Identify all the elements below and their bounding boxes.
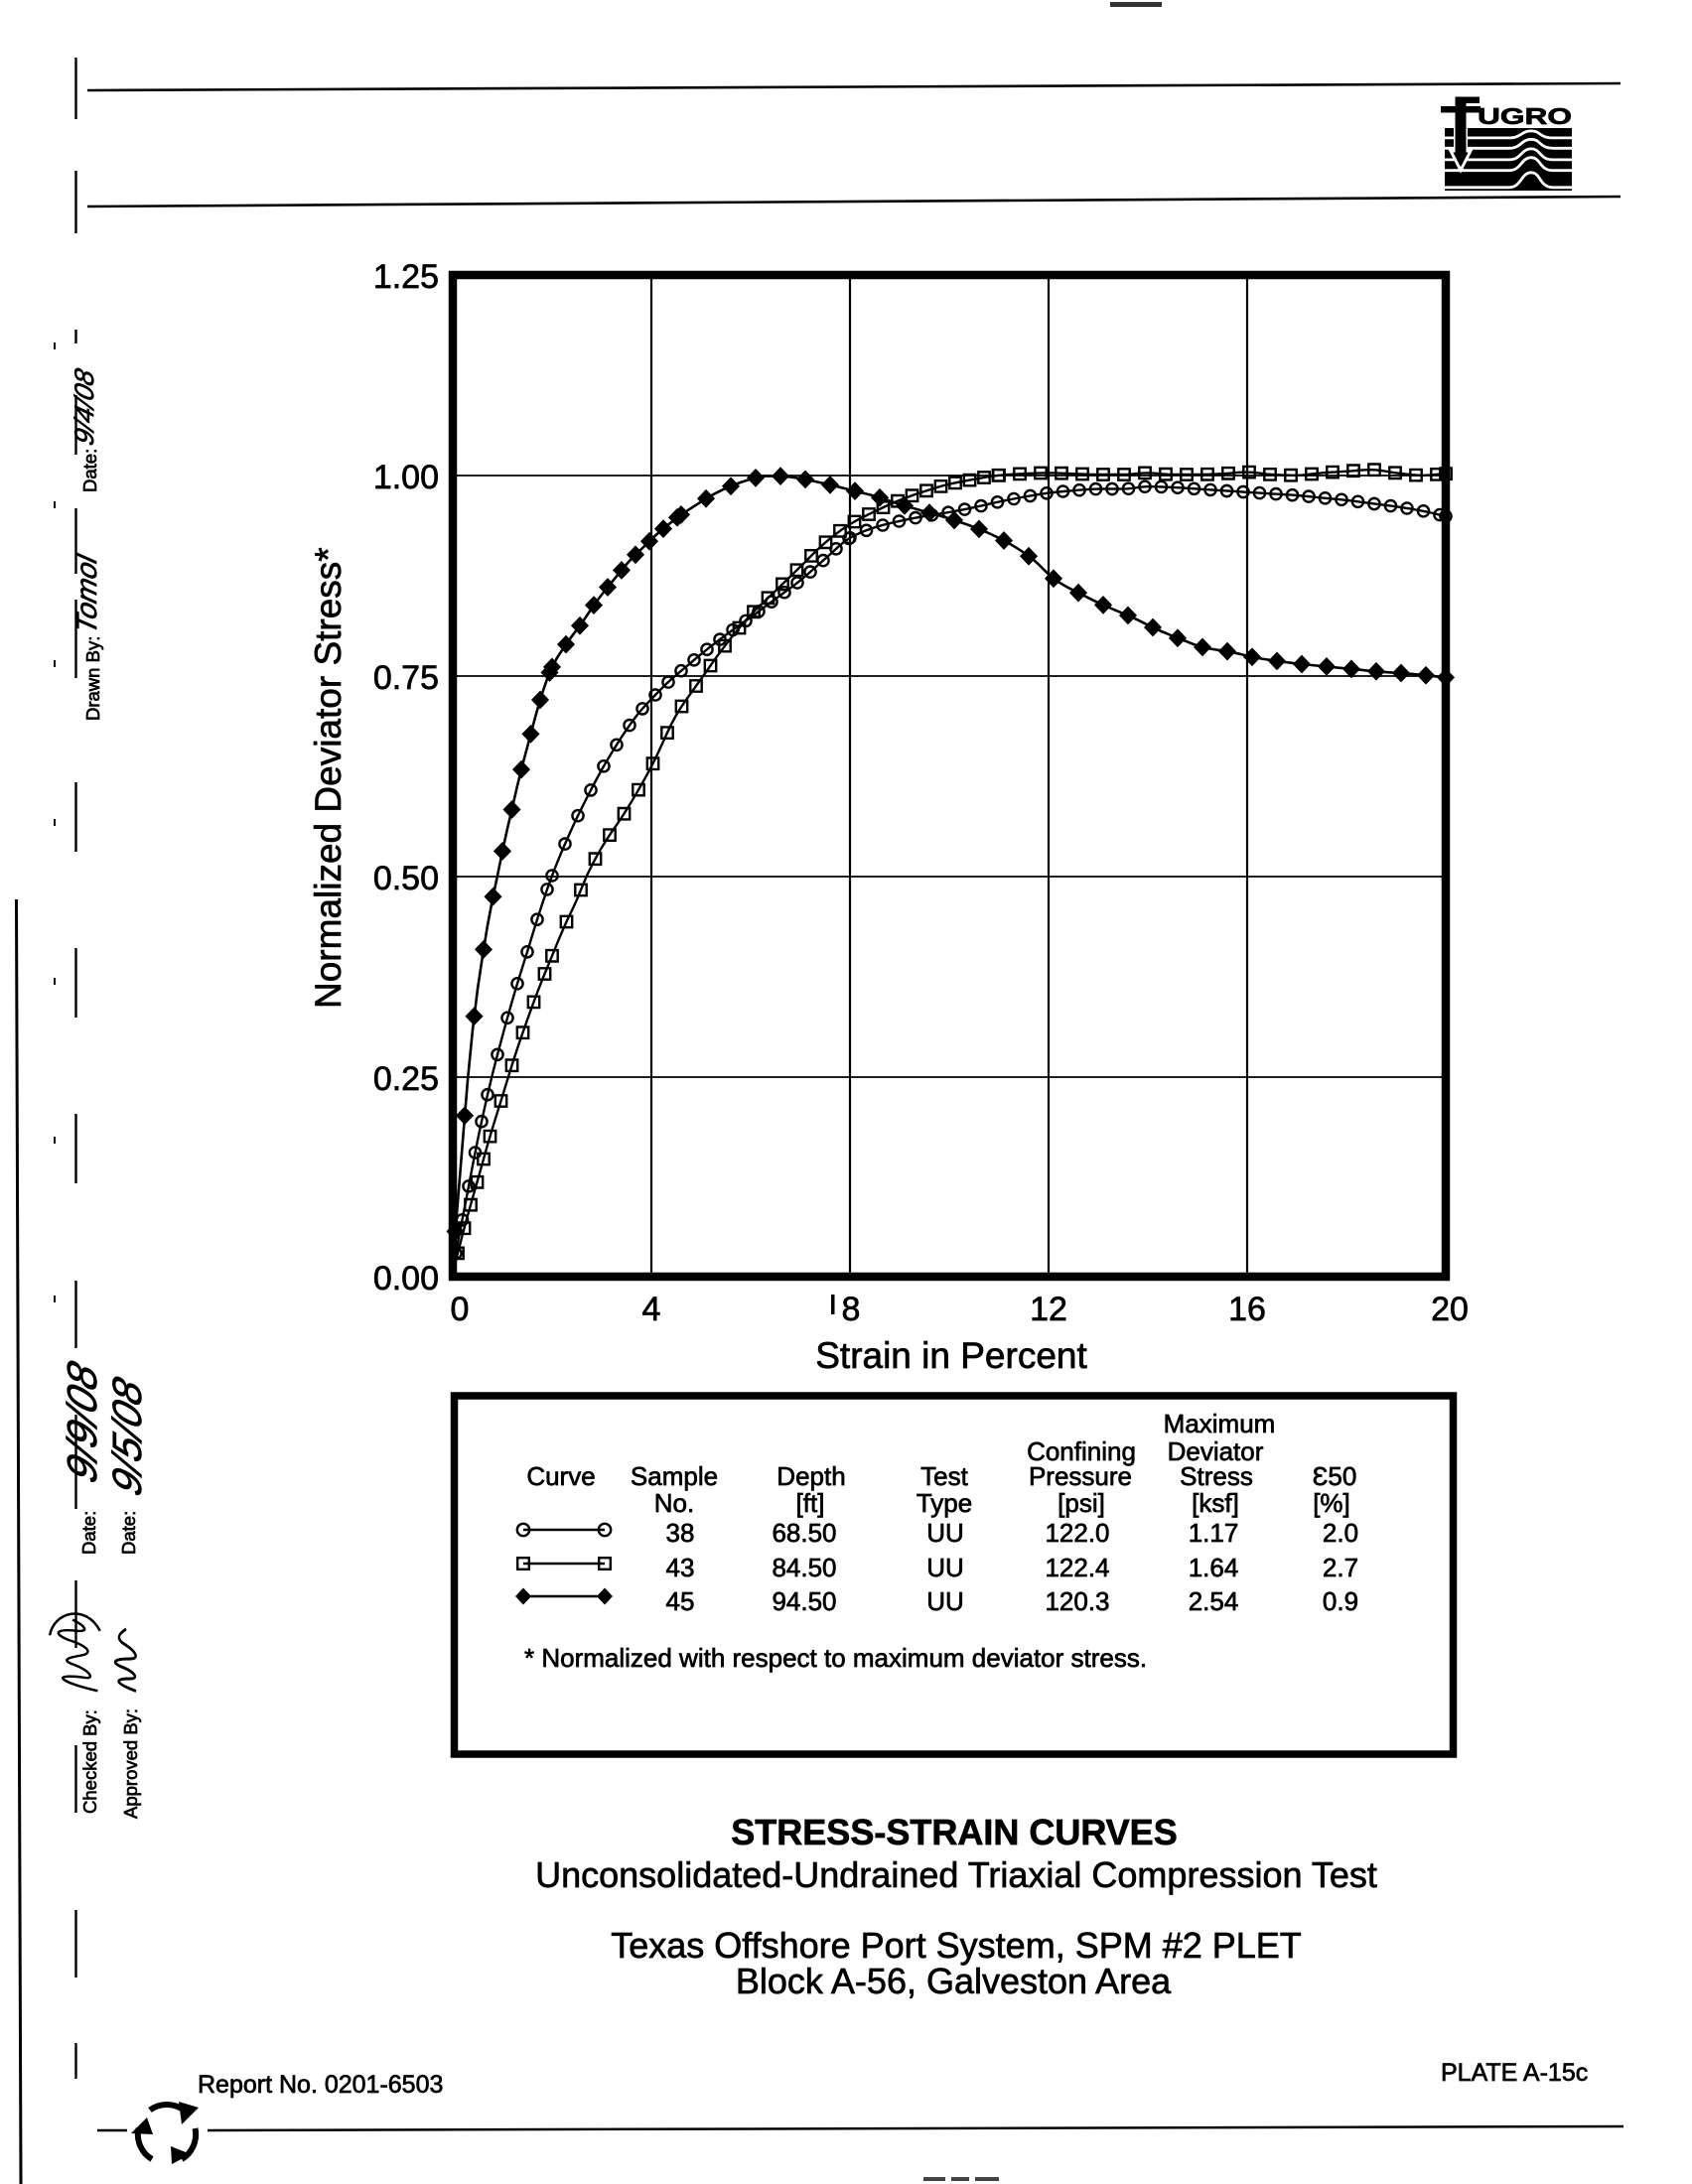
svg-text:1.00: 1.00 [373, 459, 439, 496]
svg-text:UU: UU [926, 1518, 964, 1548]
svg-text:4: 4 [642, 1291, 661, 1328]
svg-text:[ft]: [ft] [796, 1488, 825, 1518]
svg-text:2.0: 2.0 [1323, 1518, 1358, 1548]
svg-text:120.3: 120.3 [1045, 1586, 1109, 1616]
svg-text:8: 8 [842, 1291, 861, 1328]
svg-text:122.4: 122.4 [1045, 1553, 1109, 1582]
svg-text:Report No. 0201-6503: Report No. 0201-6503 [198, 2071, 443, 2099]
svg-text:2.54: 2.54 [1189, 1586, 1239, 1616]
svg-text:Confining: Confining [1027, 1436, 1136, 1466]
svg-text:12: 12 [1030, 1291, 1067, 1328]
svg-text:Test: Test [920, 1461, 968, 1491]
svg-text:Drawn By:: Drawn By: [82, 636, 103, 721]
svg-text:0.9: 0.9 [1323, 1586, 1358, 1616]
svg-text:Sample: Sample [631, 1461, 718, 1491]
svg-text:68.50: 68.50 [772, 1518, 836, 1548]
svg-text:122.0: 122.0 [1045, 1518, 1109, 1548]
svg-text:Strain in Percent: Strain in Percent [815, 1335, 1087, 1376]
svg-text:1.25: 1.25 [373, 258, 439, 296]
svg-text:Curve: Curve [526, 1461, 595, 1491]
svg-text:Date:: Date: [79, 449, 100, 492]
svg-text:1.64: 1.64 [1189, 1553, 1239, 1582]
svg-text:9/5/08: 9/5/08 [104, 1371, 150, 1501]
svg-text:STRESS-STRAIN CURVES: STRESS-STRAIN CURVES [731, 1812, 1177, 1852]
svg-text:16: 16 [1228, 1291, 1266, 1328]
svg-text:9/9/08: 9/9/08 [60, 1356, 105, 1489]
svg-text:84.50: 84.50 [772, 1553, 836, 1582]
svg-text:20: 20 [1431, 1291, 1469, 1328]
svg-text:94.50: 94.50 [772, 1586, 836, 1616]
svg-text:PLATE A-15c: PLATE A-15c [1441, 2059, 1588, 2087]
svg-text:Checked By:: Checked By: [79, 1709, 100, 1814]
svg-text:0.25: 0.25 [373, 1060, 439, 1098]
svg-text:[psi]: [psi] [1058, 1488, 1105, 1518]
svg-text:1.17: 1.17 [1189, 1518, 1239, 1548]
svg-text:Pressure: Pressure [1029, 1461, 1132, 1491]
svg-text:0.75: 0.75 [373, 659, 439, 697]
svg-text:Maximum: Maximum [1164, 1409, 1276, 1438]
svg-text:Unconsolidated-Undrained Triax: Unconsolidated-Undrained Triaxial Compre… [535, 1854, 1377, 1895]
svg-text:Deviator: Deviator [1168, 1436, 1264, 1466]
svg-text:Stress: Stress [1180, 1461, 1253, 1491]
svg-text:45: 45 [666, 1586, 695, 1616]
svg-text:Texas Offshore Port System, SP: Texas Offshore Port System, SPM #2 PLET [611, 1925, 1302, 1966]
svg-text:Type: Type [916, 1488, 972, 1518]
svg-text:Depth: Depth [776, 1461, 845, 1491]
svg-text:38: 38 [666, 1518, 695, 1548]
svg-text:[%]: [%] [1313, 1488, 1350, 1518]
svg-text:0: 0 [451, 1291, 470, 1328]
svg-text:Normalized Deviator Stress*: Normalized Deviator Stress* [308, 547, 349, 1009]
svg-text:2.7: 2.7 [1323, 1553, 1358, 1582]
svg-text:Tomol: Tomol [70, 550, 102, 636]
svg-text:0.00: 0.00 [373, 1260, 439, 1297]
svg-text:[ksf]: [ksf] [1192, 1488, 1239, 1518]
svg-text:Date:: Date: [118, 1511, 139, 1555]
svg-text:43: 43 [666, 1553, 695, 1582]
svg-text:0.50: 0.50 [373, 860, 439, 897]
svg-text:Date:: Date: [78, 1511, 99, 1555]
svg-text:UGRO: UGRO [1478, 103, 1572, 129]
svg-text:9/4/08: 9/4/08 [69, 364, 98, 448]
svg-text:No.: No. [654, 1488, 694, 1518]
svg-text:UU: UU [926, 1586, 964, 1616]
svg-text:Ɛ50: Ɛ50 [1313, 1461, 1357, 1491]
svg-text:* Normalized with respect to m: * Normalized with respect to maximum dev… [524, 1643, 1147, 1673]
svg-text:Approved By:: Approved By: [120, 1708, 141, 1819]
svg-text:Block A-56, Galveston Area: Block A-56, Galveston Area [736, 1961, 1172, 2001]
svg-text:UU: UU [926, 1553, 964, 1582]
